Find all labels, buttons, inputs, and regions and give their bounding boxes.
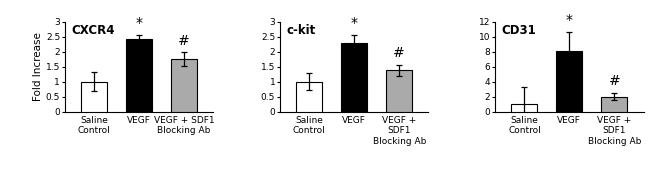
Text: *: * xyxy=(351,15,358,30)
Text: #: # xyxy=(608,74,620,88)
Text: #: # xyxy=(178,33,190,48)
Bar xyxy=(601,97,627,112)
Bar xyxy=(556,51,582,112)
Text: #: # xyxy=(393,46,405,60)
Text: c-kit: c-kit xyxy=(286,24,315,37)
Text: CXCR4: CXCR4 xyxy=(71,24,114,37)
Bar xyxy=(296,82,322,112)
Bar xyxy=(171,59,197,112)
Y-axis label: Fold Increase: Fold Increase xyxy=(33,32,43,101)
Text: *: * xyxy=(566,13,573,27)
Text: *: * xyxy=(136,15,142,30)
Bar xyxy=(341,43,367,112)
Bar xyxy=(81,82,107,112)
Bar xyxy=(512,104,538,112)
Bar xyxy=(386,70,412,112)
Bar xyxy=(126,39,152,112)
Text: CD31: CD31 xyxy=(501,24,536,37)
